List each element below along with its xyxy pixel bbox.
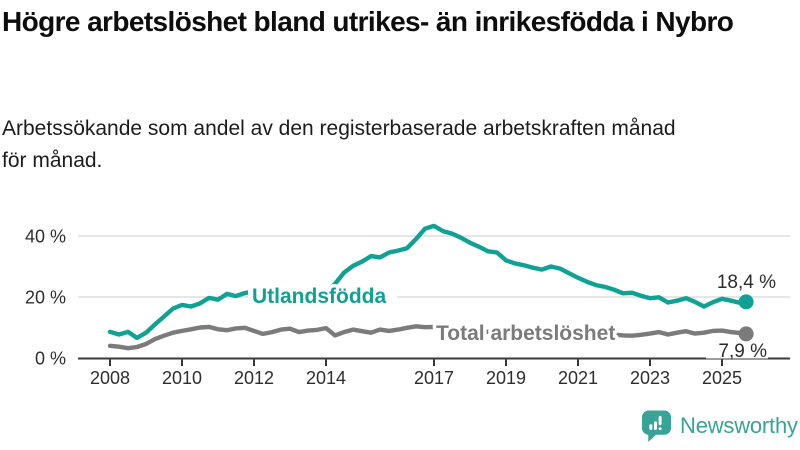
x-tick-label: 2014	[306, 368, 346, 388]
series-end-dot	[738, 294, 754, 310]
end-markers: 18,4 % 7,9 %	[706, 272, 776, 362]
newsworthy-logo-text: Newsworthy	[680, 413, 798, 438]
newsworthy-icon	[641, 410, 672, 442]
bar-chart-glyph	[649, 415, 662, 431]
series-labels: Utlandsfödda Total arbetslöshet	[248, 282, 619, 349]
series-end-dot	[738, 326, 754, 342]
x-tick-label: 2010	[162, 368, 202, 388]
series-line	[107, 324, 749, 351]
page-title: Högre arbetslöshet bland utrikes- än inr…	[2, 6, 734, 37]
series-line	[107, 223, 749, 341]
x-tick-label: 2008	[90, 368, 130, 388]
series-label-backing	[248, 285, 397, 306]
x-axis	[78, 357, 790, 366]
x-tick-label: 2021	[558, 368, 598, 388]
series-label: Total arbetslöshet	[436, 322, 615, 345]
newsworthy-logo[interactable]: Newsworthy	[641, 409, 798, 443]
x-tick-label: 2025	[702, 368, 742, 388]
end-value-label: 18,4 %	[717, 272, 776, 293]
gridlines	[78, 235, 790, 298]
end-label-backing	[706, 345, 768, 359]
x-tick-label: 2012	[234, 368, 274, 388]
x-axis-labels: 2008 2010 2012 2014 2017 2019 2021 2023 2025	[90, 368, 742, 388]
x-tick-label: 2019	[486, 368, 526, 388]
series-lines	[107, 223, 749, 351]
y-axis-labels: 0 % 20 % 40 %	[25, 227, 66, 369]
y-tick-label: 20 %	[25, 288, 66, 308]
series-label: Utlandsfödda	[252, 285, 386, 308]
x-tick-label: 2017	[414, 368, 454, 388]
y-tick-label: 0 %	[35, 349, 66, 369]
x-tick-label: 2023	[630, 368, 670, 388]
page-subtitle: Arbetssökande som andel av den registerb…	[2, 117, 676, 172]
y-tick-label: 40 %	[25, 227, 66, 247]
end-value-label: 7,9 %	[718, 341, 767, 362]
